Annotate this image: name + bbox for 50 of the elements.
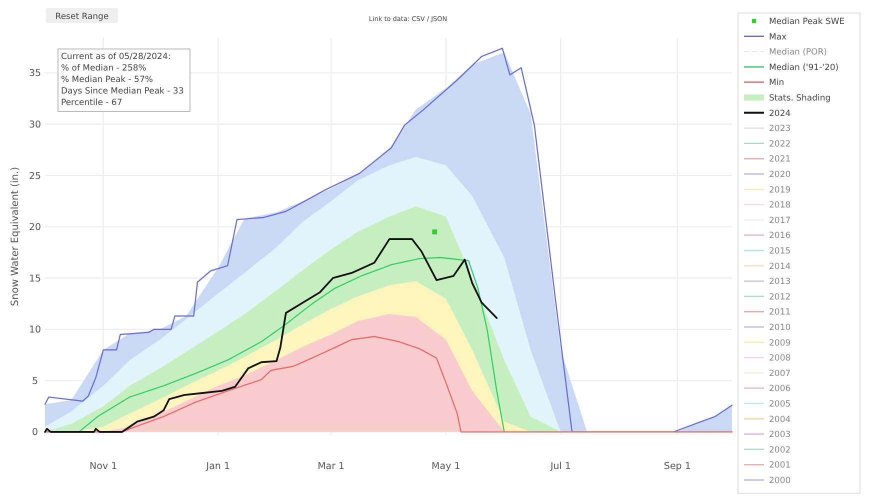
text: Reset Range [55, 12, 109, 22]
legend-label: 2024 [769, 108, 791, 119]
legend-label: Median (POR) [769, 48, 827, 58]
legend-label: Stats. Shading [769, 93, 831, 104]
legend-label: 2020 [769, 170, 791, 180]
x-tick-label: May 1 [432, 461, 460, 472]
legend-label: 2015 [769, 246, 791, 256]
y-tick-label: 25 [28, 170, 42, 182]
legend-label: 2022 [769, 139, 791, 150]
legend-label: 2001 [769, 460, 791, 471]
legend-label: 2002 [769, 445, 791, 456]
legend-label: Median Peak SWE [769, 16, 845, 27]
legend-label: 2004 [769, 414, 791, 425]
legend-label: 2012 [769, 292, 791, 302]
legend-label: 2008 [769, 354, 791, 364]
line-series [44, 336, 733, 433]
legend-label: 2006 [769, 384, 791, 394]
legend-label: 2013 [769, 277, 791, 288]
legend-label: 2018 [769, 200, 791, 211]
annotation: Current as of 05/28/2024: % of Median - 258% % Median Peak - 57% Days Since Median Peak - 33 Percentile - 67 [61, 52, 184, 108]
legend-label: Max [769, 32, 787, 42]
legend-label: 2019 [769, 185, 791, 196]
legend-label: 2023 [769, 124, 791, 134]
y-tick-label: 20 [28, 222, 42, 234]
legend-label: 2016 [769, 231, 791, 242]
legend-label: 2000 [769, 476, 791, 486]
x-tick-label: Jan 1 [205, 461, 230, 472]
legend-label: 2010 [769, 322, 791, 333]
x-tick-label: Jul 1 [549, 461, 571, 472]
y-tick-label: 0 [32, 427, 38, 438]
legend-label: 2009 [769, 338, 791, 348]
legend-label: 2011 [769, 308, 791, 318]
x-tick-label: Mar 1 [318, 461, 345, 472]
legend-label: Min [769, 78, 784, 88]
y-axis-title: Snow Water Equivalent (in.) [10, 166, 21, 306]
legend-label: 2005 [769, 399, 791, 410]
y-tick-label: 30 [28, 119, 42, 130]
y-tick-label: 15 [28, 273, 42, 284]
y-tick-label: 35 [28, 68, 42, 80]
y-tick-label: 10 [28, 324, 42, 336]
legend-label: 2014 [769, 262, 791, 272]
legend-label: 2003 [769, 430, 791, 440]
line-series [44, 238, 498, 433]
legend-label: 2021 [769, 154, 791, 165]
y-tick-label: 5 [32, 376, 38, 387]
x-tick-label: Nov 1 [90, 461, 118, 472]
x-tick-label: Sep 1 [664, 461, 691, 472]
legend-label: 2017 [769, 216, 791, 226]
legend-label: 2007 [769, 368, 791, 379]
legend-label: Median ('91-'20) [769, 62, 839, 73]
